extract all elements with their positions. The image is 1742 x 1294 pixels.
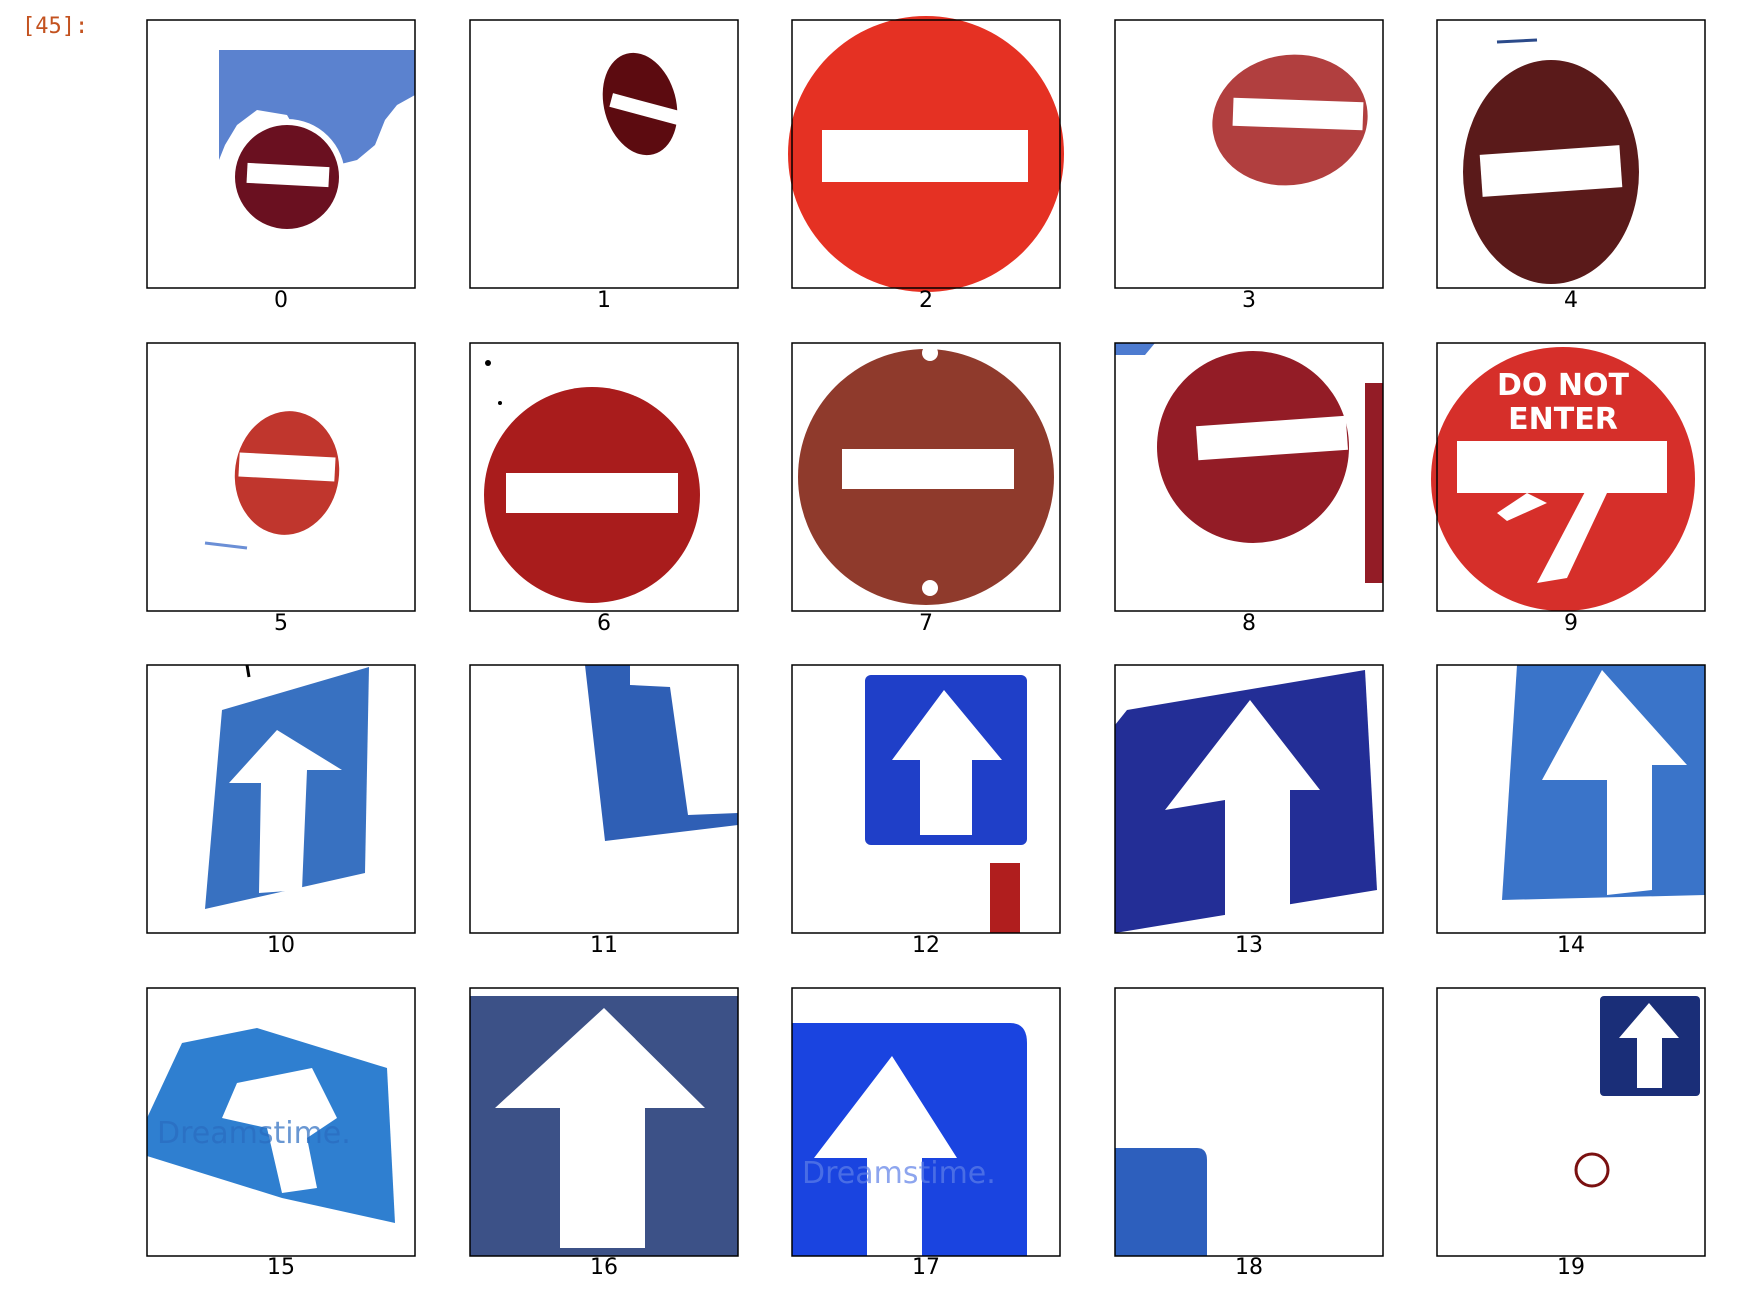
image-tile-6	[469, 342, 739, 612]
image-label-11: 11	[590, 933, 618, 958]
image-label-5: 5	[274, 611, 288, 636]
sign-image-1	[469, 19, 739, 289]
image-label-4: 4	[1564, 288, 1578, 313]
sign-text-line2: ENTER	[1508, 402, 1618, 437]
image-tile-1	[469, 19, 739, 289]
image-label-0: 0	[274, 288, 288, 313]
sign-image-17: Dreamstime.	[791, 987, 1061, 1257]
image-tile-13	[1114, 664, 1384, 934]
sign-image-9: DO NOT ENTER	[1431, 342, 1706, 612]
image-tile-8	[1114, 342, 1384, 612]
image-tile-15: Dreamstime.	[146, 987, 416, 1257]
sign-image-7	[791, 342, 1061, 612]
image-label-18: 18	[1235, 1255, 1263, 1280]
image-label-8: 8	[1242, 611, 1256, 636]
image-tile-16	[469, 987, 739, 1257]
cell-prompt: [45]:	[22, 14, 89, 39]
sign-image-2	[788, 16, 1064, 292]
image-label-1: 1	[597, 288, 611, 313]
sign-image-12	[791, 664, 1061, 934]
sign-image-8	[1114, 342, 1384, 612]
image-tile-2	[788, 16, 1064, 292]
image-label-3: 3	[1242, 288, 1256, 313]
watermark-text-15: Dreamstime.	[157, 1116, 351, 1151]
sign-image-15: Dreamstime.	[146, 987, 416, 1257]
image-tile-11	[469, 664, 739, 934]
sign-image-13	[1114, 664, 1384, 934]
watermark-text-17: Dreamstime.	[802, 1156, 996, 1191]
image-tile-0	[146, 19, 416, 289]
image-label-10: 10	[267, 933, 295, 958]
image-label-7: 7	[919, 611, 933, 636]
image-label-19: 19	[1557, 1255, 1585, 1280]
sign-image-10	[146, 664, 416, 934]
sign-image-4	[1436, 19, 1706, 289]
sign-image-16	[469, 987, 739, 1257]
sign-text-line1: DO NOT	[1497, 368, 1629, 403]
image-tile-14	[1436, 664, 1706, 934]
sign-image-5	[146, 342, 416, 612]
image-tile-19	[1436, 987, 1706, 1257]
image-tile-12	[791, 664, 1061, 934]
image-label-9: 9	[1564, 611, 1578, 636]
image-tile-9: DO NOT ENTER	[1431, 342, 1706, 612]
sign-image-18	[1114, 987, 1384, 1257]
sign-image-0	[146, 19, 416, 289]
image-label-16: 16	[590, 1255, 618, 1280]
image-tile-10	[146, 664, 416, 934]
image-tile-3	[1114, 19, 1384, 289]
sign-image-14	[1436, 664, 1706, 934]
image-label-15: 15	[267, 1255, 295, 1280]
image-label-13: 13	[1235, 933, 1263, 958]
image-label-14: 14	[1557, 933, 1585, 958]
image-tile-18	[1114, 987, 1384, 1257]
image-label-12: 12	[912, 933, 940, 958]
sign-image-19	[1436, 987, 1706, 1257]
image-label-6: 6	[597, 611, 611, 636]
sign-image-3	[1114, 19, 1384, 289]
image-tile-4	[1436, 19, 1706, 289]
image-tile-7	[791, 342, 1061, 612]
image-label-2: 2	[919, 288, 933, 313]
sign-image-11	[469, 664, 739, 934]
image-tile-17: Dreamstime.	[791, 987, 1061, 1257]
image-label-17: 17	[912, 1255, 940, 1280]
sign-image-6	[469, 342, 739, 612]
image-tile-5	[146, 342, 416, 612]
